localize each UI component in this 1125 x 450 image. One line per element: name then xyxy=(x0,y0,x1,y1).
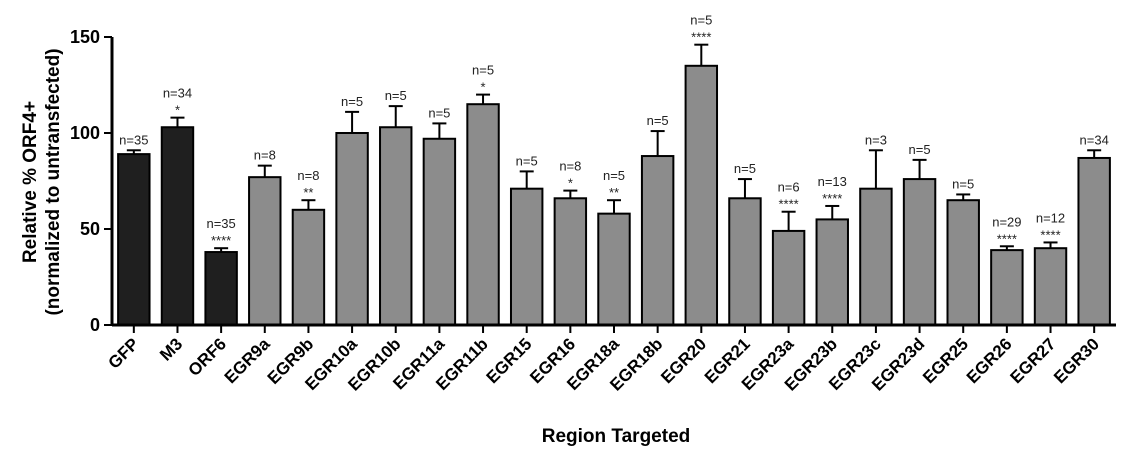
n-label: n=5 xyxy=(428,105,450,120)
n-label: n=35 xyxy=(206,216,235,231)
n-label: n=29 xyxy=(992,214,1021,229)
bar-egr23c xyxy=(859,187,893,326)
n-label: n=13 xyxy=(818,174,847,189)
bar-m3 xyxy=(160,126,195,326)
bar-egr11b xyxy=(466,103,500,326)
bar-egr10a xyxy=(335,132,369,326)
x-tick-label: EGR20 xyxy=(657,334,710,387)
y-tick-label: 50 xyxy=(80,219,100,239)
x-tick-label: EGR25 xyxy=(919,334,972,387)
y-axis: 0 50 100 150 xyxy=(70,27,114,335)
significance-label: **** xyxy=(778,197,798,212)
n-label: n=6 xyxy=(778,180,800,195)
bar-egr26 xyxy=(990,249,1024,326)
bar-egr9b xyxy=(291,208,326,326)
significance-label: ** xyxy=(609,185,619,200)
bar-egr18b xyxy=(640,155,675,326)
bar-egr20 xyxy=(684,64,719,327)
significance-label: **** xyxy=(997,231,1017,246)
bar-egr11a xyxy=(422,137,457,326)
bar-egr21 xyxy=(728,197,762,326)
x-tick-label: EGR15 xyxy=(483,334,536,387)
bar-egr23a xyxy=(771,229,806,326)
bar-egr9a xyxy=(248,176,282,326)
n-label: n=34 xyxy=(1080,132,1109,147)
significance-label: * xyxy=(481,80,486,95)
x-tick-label: M3 xyxy=(156,334,186,364)
x-tick-label: GFP xyxy=(105,334,143,372)
bar-egr23b xyxy=(815,218,849,326)
bars-group: n=35 * n=34 **** n=35 n=8 ** n=8 n=5 n=5 n=5 * n=5 n=… xyxy=(117,13,1111,327)
significance-label: * xyxy=(175,103,180,118)
y-axis-title: Relative % ORF4+ (normalized to untransf… xyxy=(20,48,64,315)
bar-orf6 xyxy=(204,251,238,326)
bar-egr16 xyxy=(553,197,588,326)
y-tick-label: 150 xyxy=(70,27,100,47)
significance-label: * xyxy=(568,176,573,191)
bar-egr25 xyxy=(946,199,980,326)
bar-egr10b xyxy=(379,126,413,326)
bar-gfp xyxy=(117,153,151,326)
n-label: n=5 xyxy=(690,13,712,28)
n-label: n=5 xyxy=(909,142,931,157)
y-tick-label: 0 xyxy=(90,315,100,335)
significance-label: **** xyxy=(211,233,231,248)
significance-label: **** xyxy=(1040,227,1060,242)
n-label: n=3 xyxy=(865,132,887,147)
n-label: n=5 xyxy=(734,161,756,176)
y-tick-label: 100 xyxy=(70,123,100,143)
n-label: n=34 xyxy=(163,86,192,101)
n-label: n=5 xyxy=(952,176,974,191)
n-label: n=35 xyxy=(119,132,148,147)
bar-egr15 xyxy=(509,187,544,326)
significance-label: **** xyxy=(822,191,842,206)
bar-egr23d xyxy=(902,178,937,326)
bar-egr30 xyxy=(1077,156,1111,326)
n-label: n=5 xyxy=(341,94,363,109)
x-axis: GFP M3ORF6EGR9aEGR9bEGR10aEGR10bEGR11aEGR… xyxy=(105,323,1116,395)
n-label: n=12 xyxy=(1036,210,1065,225)
n-label: n=5 xyxy=(516,153,538,168)
n-label: n=5 xyxy=(603,168,625,183)
x-tick-label: EGR30 xyxy=(1050,334,1103,387)
x-axis-title: Region Targeted xyxy=(542,426,691,447)
n-label: n=5 xyxy=(472,63,494,78)
n-label: n=8 xyxy=(297,168,319,183)
y-axis-title-line1: Relative % ORF4+ xyxy=(20,101,41,263)
n-label: n=8 xyxy=(254,148,276,163)
y-axis-title-line2: (normalized to untransfected) xyxy=(43,48,64,315)
significance-label: ** xyxy=(303,185,313,200)
n-label: n=5 xyxy=(647,113,669,128)
x-tick-label: EGR9a xyxy=(221,334,274,387)
n-label: n=8 xyxy=(559,159,581,174)
n-label: n=5 xyxy=(385,88,407,103)
x-tick-label: EGR26 xyxy=(963,334,1016,387)
x-tick-label: EGR27 xyxy=(1006,334,1059,387)
bar-egr18a xyxy=(597,212,631,326)
significance-label: **** xyxy=(691,30,711,45)
bar-egr27 xyxy=(1033,247,1068,326)
